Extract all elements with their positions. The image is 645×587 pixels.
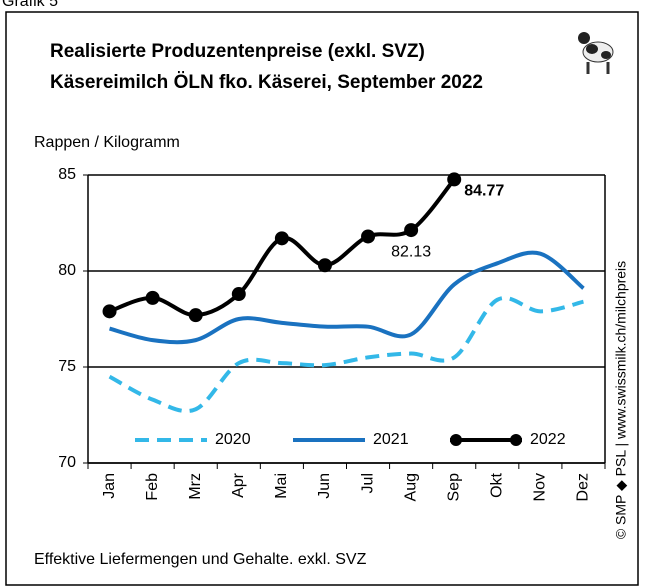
x-tick-label: Sep <box>445 473 462 502</box>
x-tick-label: Aug <box>402 473 419 501</box>
marker <box>317 258 332 273</box>
x-tick-label: Mrz <box>187 473 204 500</box>
marker <box>231 287 246 302</box>
marker <box>274 231 289 246</box>
header: Grafik 5 <box>2 0 58 10</box>
chart-title: Realisierte Produzentenpreise (exkl. SVZ… <box>50 41 425 62</box>
y-tick-label: 80 <box>58 262 76 279</box>
x-tick-label: Apr <box>230 472 247 498</box>
x-tick-label: Jun <box>316 473 333 499</box>
x-tick-label: Okt <box>489 472 506 497</box>
x-tick-label: Nov <box>532 473 549 501</box>
x-tick-label: Feb <box>144 473 161 501</box>
data-label: 84.77 <box>464 183 504 200</box>
chart-subtitle: Käsereimilch ÖLN fko. Käserei, September… <box>50 72 483 93</box>
series-line <box>108 296 584 414</box>
series-line <box>109 250 585 345</box>
data-label: 82.13 <box>391 243 431 260</box>
y-tick-label: 75 <box>58 358 76 375</box>
marker <box>404 223 419 238</box>
legend-label: 2020 <box>215 431 251 448</box>
cow-icon <box>578 32 614 74</box>
legend-marker <box>510 434 522 446</box>
legend-label: 2021 <box>373 431 409 448</box>
y-tick-label: 85 <box>58 166 76 183</box>
legend-marker <box>450 434 462 446</box>
x-tick-label: Dez <box>575 473 592 501</box>
y-tick-label: 70 <box>58 454 76 471</box>
marker <box>188 308 203 323</box>
y-axis-label: Rappen / Kilogramm <box>34 134 180 151</box>
footnote: Effektive Liefermengen und Gehalte. exkl… <box>34 551 367 568</box>
source: © SMP ◆ PSL | www.swissmilk.ch/milchprei… <box>613 261 629 539</box>
x-tick-label: Jan <box>101 473 118 499</box>
marker <box>447 172 462 187</box>
frame <box>5 11 639 586</box>
marker <box>145 290 160 305</box>
x-tick-label: Jul <box>359 473 376 493</box>
legend-label: 2022 <box>530 431 566 448</box>
marker <box>102 304 117 319</box>
marker <box>361 229 376 244</box>
x-tick-label: Mai <box>273 473 290 499</box>
